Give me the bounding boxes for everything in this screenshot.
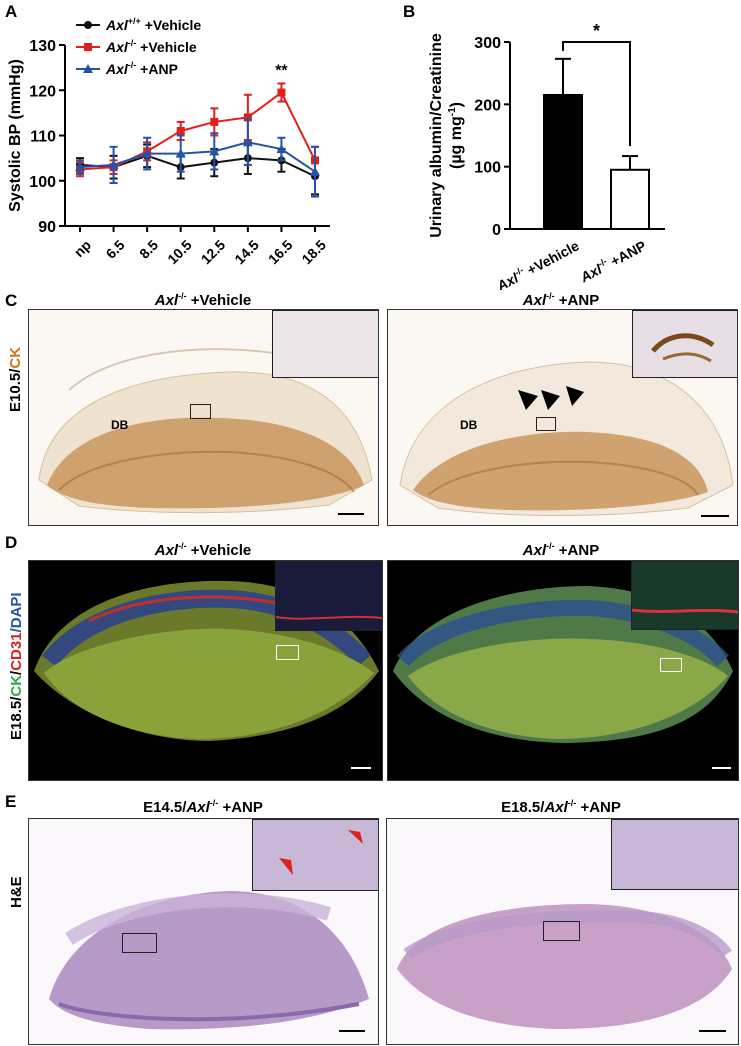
panel-e-row-label: H&E (8, 876, 25, 908)
if-micrograph-vehicle (28, 560, 383, 781)
x-tick-label: 18.5 (298, 237, 329, 268)
y-tick-label: 300 (474, 35, 501, 52)
scale-bar (699, 1030, 726, 1032)
db-label-vehicle: DB (111, 418, 129, 432)
series-line (79, 90, 316, 171)
legend-label: Axl-/- +ANP (105, 60, 178, 77)
y-tick-label: 130 (29, 38, 56, 55)
y-tick-label: 90 (38, 219, 56, 236)
panel-label-d: D (5, 533, 18, 552)
ck-micrograph-vehicle: DB (28, 309, 379, 526)
panel-e-right-title: E18.5/Axl-/- +ANP (501, 798, 621, 816)
data-point (242, 137, 253, 147)
x-tick-label: 14.5 (231, 237, 262, 268)
data-point (210, 117, 219, 126)
y-tick-label: 200 (474, 97, 501, 114)
panel-label-e: E (5, 792, 17, 811)
data-point (108, 159, 119, 169)
inset-anp (632, 310, 737, 378)
scale-bar (351, 767, 371, 769)
inset-if-vehicle (275, 561, 382, 631)
bar (610, 168, 650, 231)
roi-box-vehicle (190, 404, 211, 419)
inset-if-anp (631, 561, 738, 630)
data-point (176, 126, 185, 135)
legend-marker (84, 21, 92, 29)
roi-box-he-e14 (122, 933, 157, 953)
inset-he-e14 (252, 819, 378, 891)
db-label-anp: DB (460, 418, 478, 432)
data-point (310, 166, 320, 176)
significance-annotation: * (593, 21, 600, 41)
panel-c-right-title: Axl-/- +ANP (522, 291, 600, 309)
bar-chart-urinary-albumin: 0 100 200 300 Urinary albumin/Creatinine (µg … (428, 21, 665, 290)
scale-bar (339, 1030, 365, 1032)
panel-e-left-title: E14.5/Axl-/- +ANP (143, 798, 263, 816)
ck-tissue-anp (399, 361, 734, 516)
data-point (75, 162, 85, 172)
y-tick-label: 100 (29, 174, 56, 191)
y-axis-label: Systolic BP (mmHg) (7, 59, 24, 212)
x-tick-label: 10.5 (164, 237, 195, 268)
panel-label-a: A (5, 2, 18, 21)
x-tick-label: Axl-/- +ANP (576, 237, 648, 286)
y-tick-label: 120 (29, 83, 56, 100)
significance-bracket (562, 41, 631, 147)
legend-label: Axl-/- +Vehicle (105, 38, 197, 55)
panel-c-left-title: Axl-/- +Vehicle (154, 291, 252, 309)
panel-label-c: C (5, 291, 18, 310)
y-tick-label: 0 (492, 222, 501, 239)
legend-label: Axl+/+ +Vehicle (105, 16, 201, 33)
x-tick-label: 8.5 (136, 237, 161, 262)
data-point (243, 113, 252, 122)
data-point (277, 88, 286, 97)
legend-marker (84, 43, 92, 51)
he-micrograph-e18 (386, 818, 739, 1045)
scale-bar (701, 515, 729, 517)
bar (543, 93, 583, 230)
x-tick-label: 12.5 (198, 237, 229, 268)
roi-box-if-vehicle (276, 645, 299, 660)
data-point (175, 148, 186, 158)
data-point (142, 148, 153, 158)
line-chart-systolic-bp: 90 100 110 120 130 np 6.5 8.5 10.5 12.5 14.5 16.5 18… (7, 16, 330, 268)
series-2: Axl-/- +ANP (75, 60, 320, 198)
scale-bar (338, 513, 364, 515)
he-tissue-e18 (397, 904, 732, 1029)
y-tick-label: 100 (474, 160, 501, 177)
significance-annotation: ** (275, 62, 288, 79)
roi-box-he-e18 (543, 921, 580, 941)
panel-d-left-title: Axl-/- +Vehicle (154, 541, 252, 559)
y-tick-label: 110 (30, 129, 56, 146)
scale-bar (712, 767, 731, 769)
ck-micrograph-anp: DB (387, 309, 738, 526)
inset-vehicle (272, 310, 378, 378)
x-tick-label: 16.5 (265, 237, 296, 268)
ck-tissue-vehicle (38, 348, 373, 514)
data-point (209, 146, 220, 156)
roi-box-if-anp (660, 658, 682, 672)
y-axis-label: Urinary albumin/Creatinine (µg mg-1) (428, 33, 465, 238)
data-point (276, 144, 287, 154)
roi-box-anp (536, 417, 556, 431)
series-line (79, 141, 316, 173)
legend-marker (83, 64, 93, 73)
inset-he-e18 (611, 819, 738, 890)
if-micrograph-anp (387, 560, 739, 781)
x-tick-label: Axl-/- +Vehicle (493, 236, 582, 290)
panel-c-row-label: E10.5/CK (7, 346, 24, 412)
x-tick-label: np (71, 237, 94, 260)
panel-label-b: B (403, 2, 416, 21)
he-tissue-e14 (49, 891, 369, 1030)
he-micrograph-e14 (28, 818, 379, 1045)
x-tick-label: 6.5 (103, 237, 128, 262)
panel-d-row-label: E18.5/CK/CD31/DAPI (8, 592, 25, 740)
panel-d-right-title: Axl-/- +ANP (522, 541, 600, 559)
